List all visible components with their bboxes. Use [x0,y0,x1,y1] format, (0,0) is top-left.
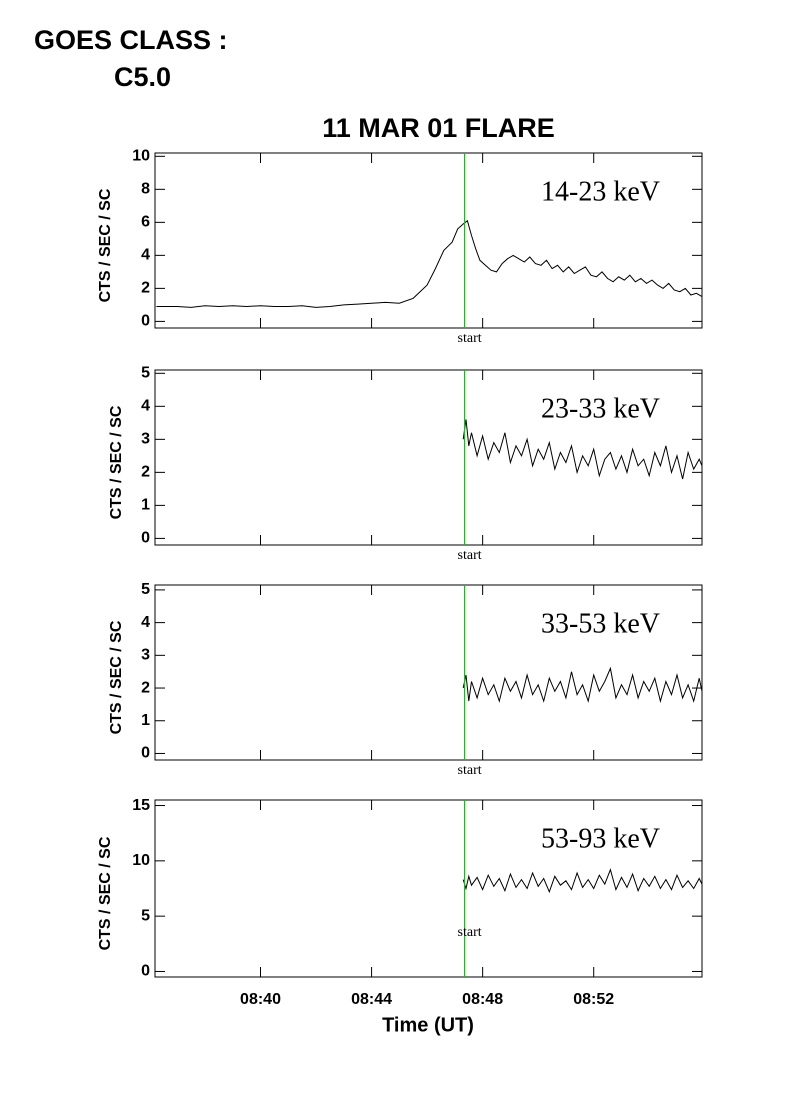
y-tick-label: 0 [141,963,150,980]
x-tick-label: 08:48 [462,991,503,1008]
y-tick-label: 0 [141,530,150,547]
data-line [156,219,703,308]
y-tick-label: 4 [141,614,150,631]
x-tick-label: 08:44 [351,991,392,1008]
chart-title: 11 MAR 01 FLARE [322,113,555,143]
y-axis-label: CTS / SEC / SC [97,836,114,950]
data-line [462,868,703,894]
start-label: start [458,925,482,940]
plot-frame [154,799,703,978]
x-tick-label: 08:40 [240,991,281,1008]
plot-frame [154,369,703,546]
y-tick-label: 6 [141,214,150,231]
goes-class: C5.0 [114,62,171,92]
y-tick-label: 3 [141,647,150,664]
y-tick-label: 8 [141,181,150,198]
band-label: 23-33 keV [541,393,660,424]
y-tick-label: 5 [141,581,150,598]
y-tick-label: 5 [141,907,150,924]
y-tick-label: 4 [141,247,150,264]
x-axis-label: Time (UT) [382,1014,474,1036]
y-tick-label: 0 [141,745,150,762]
y-tick-label: 15 [132,797,150,814]
y-tick-label: 1 [141,712,150,729]
y-tick-label: 2 [141,280,150,297]
y-tick-label: 1 [141,497,150,514]
y-tick-label: 2 [141,679,150,696]
plot-frame [154,152,703,329]
start-label: start [458,548,482,563]
y-tick-label: 4 [141,398,150,415]
data-line [462,419,703,480]
y-axis-label: CTS / SEC / SC [108,405,125,519]
y-tick-label: 5 [141,365,150,382]
y-tick-label: 0 [141,313,150,330]
start-label: start [458,331,482,346]
band-label: 53-93 keV [541,823,660,854]
start-label: start [458,763,482,778]
goes-label: GOES CLASS : [34,25,228,55]
data-line [462,666,703,704]
y-tick-label: 2 [141,464,150,481]
y-tick-label: 3 [141,431,150,448]
band-label: 33-53 keV [541,608,660,639]
y-tick-label: 10 [132,148,150,165]
y-tick-label: 10 [132,852,150,869]
y-axis-label: CTS / SEC / SC [97,188,114,302]
y-axis-label: CTS / SEC / SC [108,620,125,734]
band-label: 14-23 keV [541,176,660,207]
x-tick-label: 08:52 [573,991,614,1008]
plot-frame [154,584,703,761]
